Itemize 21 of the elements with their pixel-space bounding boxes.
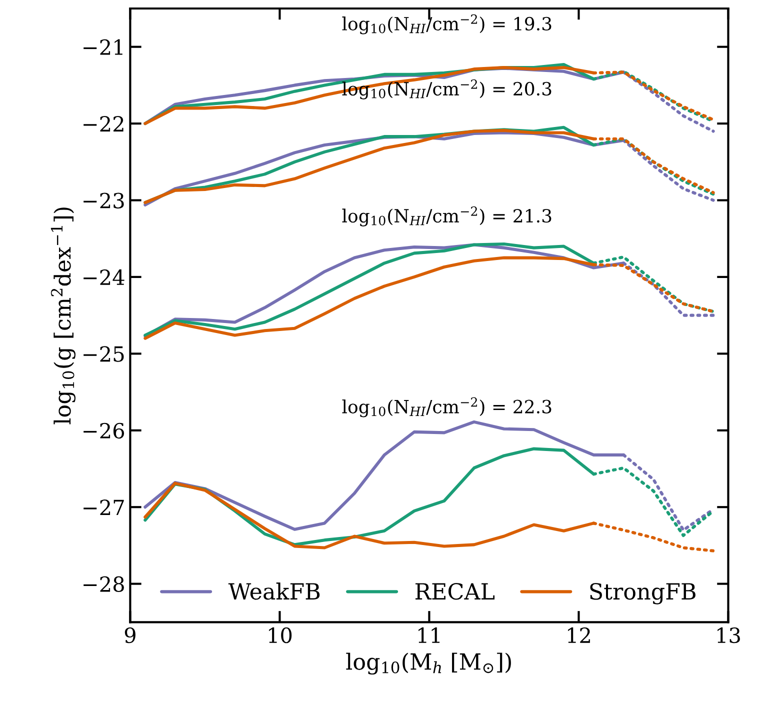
y-tick-label: −23: [84, 192, 124, 208]
x-tick-label: 9: [124, 627, 136, 644]
x-tick-label: 12: [568, 627, 590, 643]
y-tick-label: −28: [84, 576, 124, 592]
x-tick-label: 10: [269, 627, 292, 644]
annotation: log$_{10}$(N$_{HI}$/cm$^{−2}$) = 21.3: [342, 206, 552, 226]
x-tick-label: 13: [718, 627, 740, 644]
y-tick-label: −25: [84, 346, 124, 362]
annotation: log$_{10}$(N$_{HI}$/cm$^{−2}$) = 22.3: [342, 397, 552, 418]
legend-label: WeakFB: [228, 582, 320, 600]
x-tick-label: 11: [418, 627, 440, 643]
y-axis-title: log$_{10}$(g [cm$^{2}$dex$^{−1}$]): [50, 208, 76, 424]
y-tick-label: −27: [84, 500, 124, 516]
legend-label: StrongFB: [590, 582, 696, 604]
legend-label: RECAL: [416, 582, 495, 600]
y-tick-label: −22: [84, 116, 124, 132]
y-tick-label: −24: [84, 269, 124, 285]
x-axis-title: log$_{10}$(M$_{h}$ [M$_{⊙}$]): [346, 652, 511, 675]
y-tick-label: −21: [84, 39, 122, 55]
y-tick-label: −26: [84, 422, 124, 439]
annotation: log$_{10}$(N$_{HI}$/cm$^{−2}$) = 19.3: [342, 14, 552, 34]
